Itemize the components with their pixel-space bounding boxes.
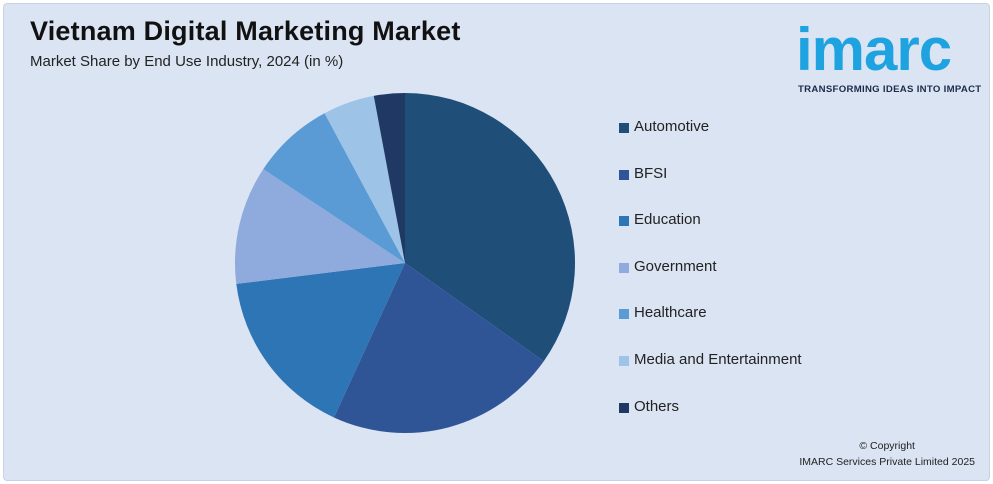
- copyright-line-1: © Copyright: [859, 440, 915, 452]
- copyright-notice: © Copyright IMARC Services Private Limit…: [799, 438, 975, 470]
- chart-title: Vietnam Digital Marketing Market: [30, 16, 461, 46]
- imarc-logo: imarc TRANSFORMING IDEAS INTO IMPACT: [796, 18, 986, 98]
- legend-label: Others: [634, 397, 680, 415]
- pie-slice-media-and-entertainment: [324, 95, 405, 264]
- logo-wordmark: imarc: [796, 16, 952, 83]
- legend-item: Media and Entertainment: [619, 351, 802, 398]
- legend-swatch: [619, 262, 629, 273]
- chart-subtitle: Market Share by End Use Industry, 2024 (…: [30, 53, 344, 70]
- pie-slice-healthcare: [263, 113, 405, 263]
- legend-item: Others: [619, 398, 802, 445]
- legend-label: Education: [634, 211, 701, 229]
- legend-swatch: [619, 216, 629, 227]
- pie-slice-others: [373, 93, 405, 263]
- copyright-line-2: IMARC Services Private Limited 2025: [799, 456, 975, 468]
- chart-legend: Automotive BFSI Education Government Healthc…: [619, 118, 802, 444]
- legend-swatch: [619, 402, 629, 413]
- pie-chart: [235, 93, 575, 433]
- pie-slice-automotive: [405, 93, 575, 362]
- chart-frame: Vietnam Digital Marketing Market Market …: [3, 3, 990, 481]
- legend-item: Automotive: [619, 118, 802, 165]
- pie-slice-government: [235, 169, 405, 284]
- legend-item: Healthcare: [619, 304, 802, 351]
- legend-label: Automotive: [634, 118, 710, 135]
- logo-tagline: TRANSFORMING IDEAS INTO IMPACT: [798, 84, 982, 95]
- legend-label: BFSI: [634, 164, 668, 182]
- legend-swatch: [619, 309, 629, 320]
- legend-label: Media and Entertainment: [634, 350, 802, 368]
- legend-swatch: [619, 355, 629, 366]
- legend-swatch: [619, 123, 629, 133]
- legend-swatch: [619, 169, 629, 180]
- legend-item: BFSI: [619, 165, 802, 212]
- legend-label: Healthcare: [634, 304, 707, 322]
- legend-label: Government: [634, 257, 717, 275]
- pie-slice-bfsi: [333, 263, 544, 433]
- legend-item: Education: [619, 211, 802, 258]
- legend-item: Government: [619, 258, 802, 305]
- pie-slice-education: [236, 263, 405, 418]
